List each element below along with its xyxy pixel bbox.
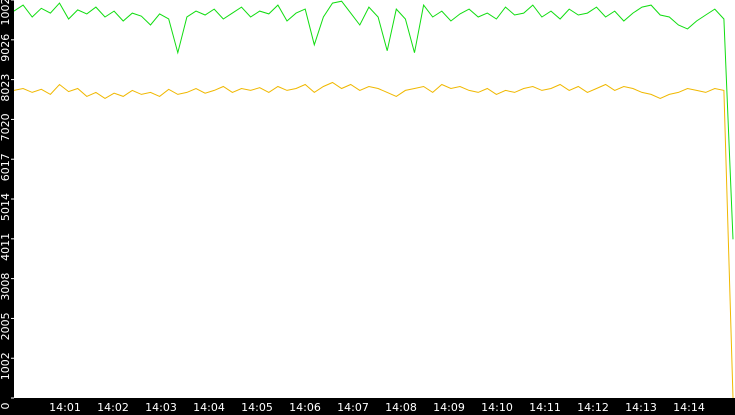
y-tick-label: 0 (0, 403, 12, 410)
x-tick-label: 14:13 (625, 401, 657, 414)
x-tick-label: 14:11 (529, 401, 561, 414)
x-tick-label: 14:07 (337, 401, 369, 414)
x-tick-label: 14:14 (673, 401, 705, 414)
y-tick-label: 1002 (0, 352, 12, 380)
y-axis-bar (0, 0, 14, 415)
x-tick-label: 14:06 (289, 401, 321, 414)
series-line (13, 0, 734, 240)
series-line (13, 81, 734, 399)
y-tick-label: 4011 (0, 233, 12, 261)
x-tick-label: 14:08 (385, 401, 417, 414)
y-tick-label: 7020 (0, 113, 12, 141)
x-tick-label: 14:03 (145, 401, 177, 414)
y-tick-label: 8023 (0, 74, 12, 102)
x-tick-label: 14:01 (49, 401, 81, 414)
y-tick-label: 5014 (0, 193, 12, 221)
x-tick-label: 14:10 (481, 401, 513, 414)
x-tick-label: 14:12 (577, 401, 609, 414)
x-tick-label: 14:02 (97, 401, 129, 414)
y-tick-label: 2005 (0, 312, 12, 340)
y-tick-label: 3008 (0, 273, 12, 301)
x-axis-bar (0, 398, 735, 415)
x-tick-label: 14:09 (433, 401, 465, 414)
x-tick-label: 14:04 (193, 401, 225, 414)
y-tick-label: 9026 (0, 34, 12, 62)
y-tick-label: 6017 (0, 153, 12, 181)
y-tick-label: 10029 (0, 0, 12, 26)
x-tick-label: 14:05 (241, 401, 273, 414)
